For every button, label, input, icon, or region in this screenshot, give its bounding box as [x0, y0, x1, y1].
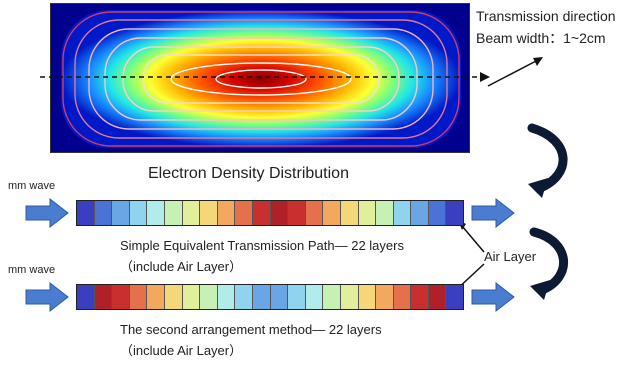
transmission-arrowhead	[480, 72, 490, 82]
layer-strip-simple	[76, 200, 464, 226]
layer-cell	[129, 201, 148, 225]
strip2-caption-line2: （include Air Layer）	[120, 343, 243, 358]
layer-cell	[358, 285, 377, 309]
layer-cell	[252, 285, 271, 309]
layer-cell	[164, 285, 183, 309]
output-arrow-2	[471, 281, 515, 313]
layer-cell	[217, 285, 236, 309]
contour-line	[88, 28, 434, 130]
layer-cell	[393, 201, 412, 225]
layer-cell	[323, 201, 341, 225]
heatmap-graphic	[51, 4, 469, 152]
diagram-title: Electron Density Distribution	[148, 165, 349, 182]
input-arrow-2	[25, 281, 69, 313]
layer-cell	[112, 201, 130, 225]
transmission-direction-label: Transmission direction	[476, 8, 616, 24]
layer-cell	[94, 201, 113, 225]
layer-cell	[112, 285, 130, 309]
layer-cell	[270, 201, 289, 225]
layer-cell	[164, 201, 183, 225]
layer-cell	[270, 285, 289, 309]
contour-line	[62, 11, 460, 147]
input-arrow-1	[25, 197, 69, 229]
contour-line	[122, 46, 400, 112]
layer-cell	[77, 285, 95, 309]
beam-width-label: Beam width：1~2cm	[476, 30, 606, 46]
curved-arrow-bottom	[529, 227, 569, 300]
strip1-caption-line2: （include Air Layer）	[120, 259, 243, 274]
output-arrow-1	[471, 197, 515, 229]
layer-strip-second	[76, 284, 464, 310]
heatmap-contours	[62, 11, 460, 147]
layer-cell	[147, 285, 165, 309]
strip2-caption-line1: The second arrangement method— 22 layers	[120, 322, 382, 337]
layer-cell	[428, 285, 447, 309]
mm-wave-label-2: mm wave	[8, 264, 56, 276]
contour-line	[170, 62, 352, 96]
layer-cell	[411, 201, 429, 225]
layer-cell	[235, 201, 253, 225]
layer-cell	[252, 201, 271, 225]
layer-cell	[340, 285, 359, 309]
layer-cell	[446, 285, 464, 309]
annotation-arrowhead	[533, 57, 543, 66]
layer-cell	[217, 201, 236, 225]
heatmap-field	[61, 10, 461, 148]
layer-cell	[376, 285, 394, 309]
layer-cell	[358, 201, 377, 225]
layer-cell	[182, 285, 201, 309]
layer-cell	[446, 201, 464, 225]
layer-cell	[393, 285, 412, 309]
layer-cell	[147, 201, 165, 225]
layer-cell	[288, 201, 306, 225]
layer-cell	[288, 285, 306, 309]
curved-arrow-top	[527, 123, 568, 198]
layer-cell	[182, 201, 201, 225]
air-layer-pointer-1	[461, 225, 485, 253]
layer-cell	[200, 285, 218, 309]
contour-line	[74, 19, 448, 139]
annotation-arrow-line	[487, 59, 539, 87]
layer-cell	[305, 201, 324, 225]
layer-cell	[376, 201, 394, 225]
mm-wave-label-1: mm wave	[8, 180, 56, 192]
air-layer-label: Air Layer	[484, 249, 537, 264]
layer-cell	[411, 285, 429, 309]
layer-cell	[305, 285, 324, 309]
layer-cell	[323, 285, 341, 309]
strip1-caption-line1: Simple Equivalent Transmission Path— 22 …	[120, 238, 404, 253]
layer-cell	[235, 285, 253, 309]
contour-line	[104, 37, 418, 121]
layer-cell	[129, 285, 148, 309]
layer-cell	[340, 201, 359, 225]
contour-line	[215, 69, 307, 89]
layer-cell	[200, 201, 218, 225]
electron-density-heatmap	[50, 3, 470, 153]
layer-cell	[94, 285, 113, 309]
layer-cell	[428, 201, 447, 225]
contour-line	[142, 54, 380, 104]
layer-cell	[77, 201, 95, 225]
